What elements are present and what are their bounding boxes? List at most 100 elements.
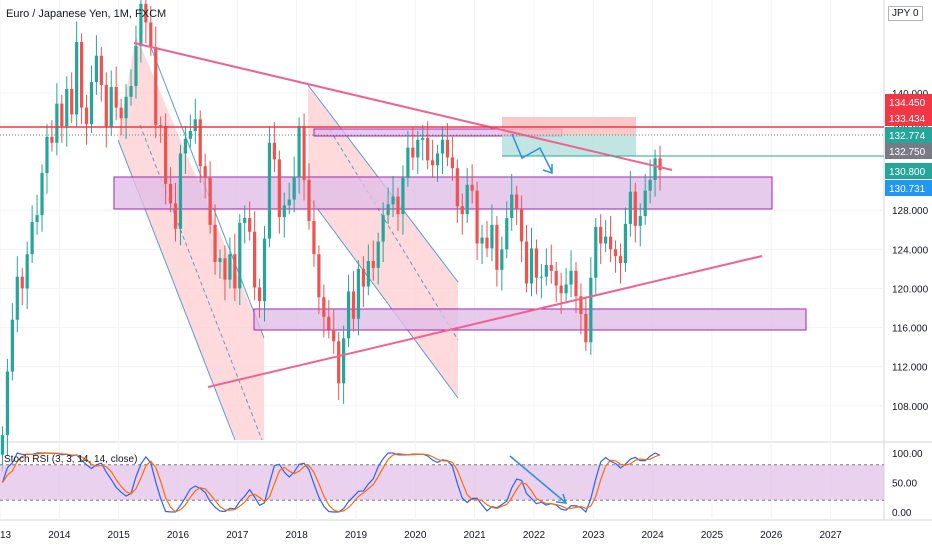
candle-body bbox=[149, 22, 153, 47]
price-tag-label: 133.434 bbox=[889, 114, 926, 125]
candle-body bbox=[322, 297, 326, 317]
candle-body bbox=[480, 237, 484, 244]
candle-body bbox=[218, 258, 222, 263]
candle-body bbox=[307, 179, 311, 221]
rsi-projection-arrowhead bbox=[555, 493, 568, 504]
candle-body bbox=[450, 157, 454, 169]
candle-body bbox=[233, 254, 237, 289]
stop-loss-box bbox=[502, 117, 636, 135]
annotations-layer bbox=[113, 35, 807, 441]
price-tick-label: 128.000 bbox=[892, 206, 929, 217]
candle-body bbox=[485, 237, 489, 249]
currency-badge[interactable]: JPY 0 bbox=[888, 6, 923, 21]
channel-2-lower-edge bbox=[307, 195, 459, 399]
candle-body bbox=[55, 103, 59, 143]
candlestick-series bbox=[0, 0, 662, 472]
candle-body bbox=[292, 176, 296, 200]
candle-body bbox=[623, 223, 628, 264]
candle-body bbox=[262, 238, 267, 302]
descending-channel-1 bbox=[118, 35, 264, 440]
candle-body bbox=[104, 85, 108, 128]
time-tick-label: 2027 bbox=[819, 530, 842, 541]
candle-body bbox=[99, 55, 103, 86]
candle-body bbox=[554, 270, 558, 286]
candle-body bbox=[539, 276, 543, 278]
time-tick-label: 2020 bbox=[404, 530, 427, 541]
price-tag-box bbox=[885, 94, 932, 110]
price-axis[interactable]: 140.000136.000128.000124.000120.000116.0… bbox=[888, 12, 929, 519]
candle-body bbox=[50, 136, 54, 143]
candle-body bbox=[287, 199, 291, 206]
candle-body bbox=[569, 270, 573, 285]
ascending-trendline bbox=[207, 255, 763, 388]
candle-body bbox=[519, 208, 524, 242]
candle-body bbox=[79, 42, 84, 108]
candle-body bbox=[371, 261, 375, 268]
candle-body bbox=[574, 270, 578, 297]
candle-body bbox=[223, 258, 227, 280]
candle-body bbox=[435, 153, 440, 166]
price-tick-label: 112.000 bbox=[892, 363, 928, 374]
candle-body bbox=[277, 159, 281, 218]
candle-body bbox=[228, 254, 232, 280]
price-tag-label: 132.750 bbox=[889, 147, 926, 158]
candle-body bbox=[628, 191, 632, 224]
time-tick-label: 2015 bbox=[108, 530, 131, 541]
candle-body bbox=[312, 220, 316, 255]
candle-body bbox=[440, 139, 445, 154]
candle-body bbox=[529, 248, 534, 284]
candle-body bbox=[164, 126, 168, 184]
channel-1-midline bbox=[139, 124, 263, 441]
stoch-rsi-panel bbox=[0, 452, 884, 514]
supply-zone bbox=[113, 176, 773, 210]
time-tick-label: 2022 bbox=[523, 530, 546, 541]
candle-body bbox=[608, 236, 613, 250]
time-tick-label: 2023 bbox=[582, 530, 605, 541]
price-tick-label: 116.000 bbox=[892, 324, 928, 335]
candle-body bbox=[114, 87, 118, 108]
candle-body bbox=[0, 435, 5, 455]
candle-body bbox=[396, 196, 400, 215]
candle-body bbox=[465, 184, 469, 215]
time-axis[interactable]: 2013 2014 2015 2016 2017 2018 2019 2020 2021 2022… bbox=[0, 530, 842, 541]
candle-body bbox=[648, 179, 652, 191]
candle-body bbox=[159, 125, 163, 127]
candle-body bbox=[346, 291, 351, 339]
candle-body bbox=[272, 142, 277, 160]
candle-body bbox=[356, 268, 361, 319]
candle-body bbox=[119, 107, 123, 119]
rsi-scale-label: 50.00 bbox=[892, 479, 917, 490]
candle-body bbox=[282, 205, 286, 218]
candle-body bbox=[658, 158, 662, 171]
candle-body bbox=[198, 119, 202, 167]
candle-body bbox=[173, 203, 178, 229]
candle-body bbox=[445, 139, 450, 158]
candle-body bbox=[490, 224, 494, 249]
candle-body bbox=[15, 276, 19, 320]
candle-body bbox=[351, 291, 356, 319]
candle-body bbox=[65, 88, 69, 127]
candle-body bbox=[524, 241, 529, 284]
price-tick-label: 120.000 bbox=[892, 284, 929, 295]
candle-body bbox=[599, 226, 603, 244]
candle-body bbox=[401, 177, 405, 215]
candle-body bbox=[376, 241, 380, 268]
candle-body bbox=[243, 218, 247, 223]
candle-body bbox=[188, 131, 192, 139]
candle-body bbox=[342, 338, 346, 384]
candle-body bbox=[10, 319, 14, 372]
candle-body bbox=[500, 249, 504, 270]
candle-body bbox=[5, 371, 10, 436]
candle-body bbox=[460, 206, 464, 215]
candle-body bbox=[94, 55, 99, 83]
candle-body bbox=[510, 194, 514, 219]
price-tag-box bbox=[885, 110, 932, 126]
candle-body bbox=[564, 284, 568, 294]
candle-body bbox=[505, 218, 509, 250]
price-tag-box bbox=[885, 127, 932, 143]
time-tick-label: 2018 bbox=[286, 530, 309, 541]
candle-body bbox=[544, 264, 548, 277]
candle-body bbox=[475, 190, 479, 244]
rsi-band bbox=[0, 464, 884, 501]
